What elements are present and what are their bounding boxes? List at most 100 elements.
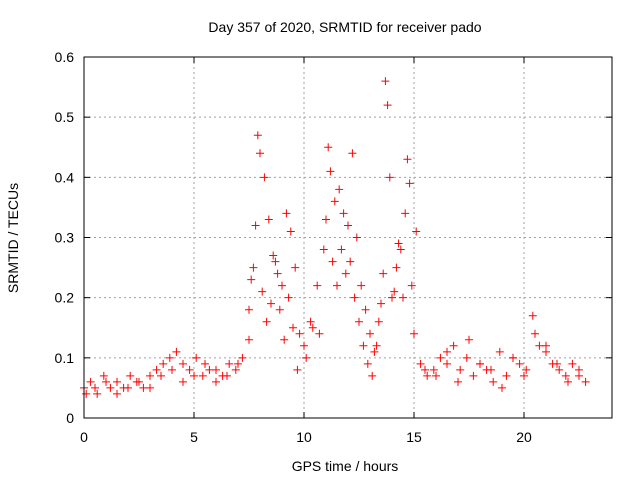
data-point	[377, 299, 385, 308]
data-point	[291, 263, 300, 272]
data-point	[443, 359, 451, 368]
data-point	[135, 377, 143, 386]
data-point	[348, 149, 357, 158]
data-point	[262, 317, 271, 326]
data-point	[126, 371, 135, 380]
data-point	[284, 293, 293, 302]
data-point	[498, 383, 506, 392]
data-point	[357, 281, 366, 290]
data-point	[361, 305, 370, 314]
data-point	[333, 281, 341, 290]
data-point	[429, 365, 438, 374]
data-points	[80, 77, 590, 398]
data-point	[341, 269, 350, 278]
data-point	[82, 389, 91, 398]
data-point	[394, 239, 403, 248]
data-point	[212, 377, 220, 386]
y-tick-label: 0	[66, 410, 74, 426]
data-point	[421, 365, 429, 374]
data-point	[256, 149, 264, 158]
data-point	[487, 365, 495, 374]
data-point	[337, 245, 346, 254]
x-axis-label: GPS time / hours	[292, 458, 399, 474]
data-point	[300, 341, 308, 350]
y-tick-label: 0.4	[55, 169, 75, 185]
data-point	[410, 329, 418, 338]
y-tick-label: 0.1	[55, 350, 75, 366]
data-point	[339, 209, 348, 218]
data-point	[234, 359, 242, 368]
y-tick-label: 0.2	[55, 290, 75, 306]
data-point	[245, 335, 253, 344]
data-point	[359, 341, 368, 350]
data-point	[423, 371, 432, 380]
data-point	[99, 371, 108, 380]
data-point	[308, 323, 317, 332]
data-point	[390, 287, 399, 296]
data-point	[368, 371, 377, 380]
data-point	[502, 371, 511, 380]
data-point	[168, 365, 176, 374]
data-point	[326, 167, 335, 176]
data-point	[185, 365, 194, 374]
data-point	[282, 209, 291, 218]
data-point	[225, 359, 234, 368]
data-point	[346, 257, 355, 266]
data-point	[212, 365, 220, 374]
data-point	[315, 329, 324, 338]
x-tick-label: 10	[296, 429, 312, 445]
data-point	[531, 329, 539, 338]
data-point	[542, 341, 550, 350]
data-point	[267, 299, 275, 308]
data-point	[278, 281, 286, 290]
y-tick-label: 0.6	[55, 49, 75, 65]
data-point	[179, 359, 187, 368]
chart-title: Day 357 of 2020, SRMTID for receiver pad…	[208, 19, 481, 35]
data-point	[289, 323, 297, 332]
data-point	[201, 359, 209, 368]
data-point	[106, 383, 115, 392]
data-point	[465, 335, 473, 344]
data-point	[306, 317, 315, 326]
x-tick-label: 5	[190, 429, 198, 445]
data-point	[432, 371, 440, 380]
data-point	[249, 263, 258, 272]
data-point	[372, 341, 381, 350]
data-point	[379, 269, 388, 278]
data-point	[388, 293, 396, 302]
data-point	[352, 233, 361, 242]
axis-ticks	[83, 56, 612, 419]
data-point	[462, 353, 471, 362]
data-point	[322, 215, 330, 224]
data-point	[146, 371, 154, 380]
data-point	[407, 281, 416, 290]
data-point	[350, 293, 359, 302]
data-point	[172, 347, 181, 356]
data-point	[436, 353, 445, 362]
data-point	[363, 359, 372, 368]
data-point	[575, 371, 583, 380]
data-point	[381, 77, 390, 86]
data-point	[280, 335, 289, 344]
data-point	[264, 215, 273, 224]
data-point	[93, 389, 102, 398]
data-point	[366, 329, 374, 338]
data-point	[456, 365, 465, 374]
data-point	[515, 359, 524, 368]
data-point	[223, 371, 231, 380]
data-point	[355, 317, 363, 326]
data-point	[396, 245, 405, 254]
data-point	[374, 317, 383, 326]
data-point	[335, 185, 344, 194]
data-point	[251, 221, 260, 230]
data-point	[370, 347, 379, 356]
data-point	[124, 383, 132, 392]
data-point	[412, 227, 421, 236]
x-tick-label: 15	[406, 429, 422, 445]
data-point	[324, 143, 333, 152]
data-point	[476, 359, 484, 368]
data-point	[564, 377, 572, 386]
data-point	[319, 245, 328, 254]
data-point	[416, 359, 425, 368]
